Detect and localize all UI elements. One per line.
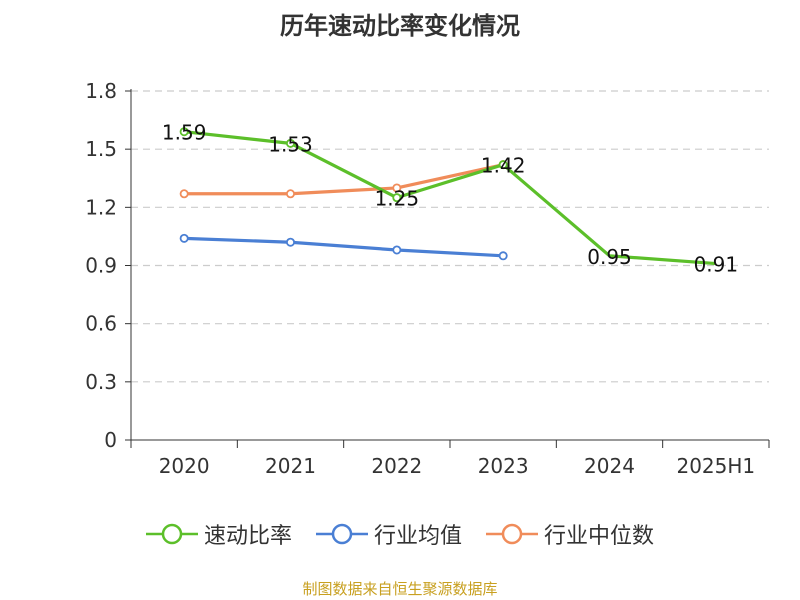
legend-line-circle-icon	[145, 523, 198, 545]
data-point	[285, 189, 295, 199]
x-tick-label: 2023	[478, 454, 529, 478]
legend-item[interactable]: 行业均值	[315, 518, 462, 550]
data-point	[498, 160, 508, 170]
legend-item[interactable]: 速动比率	[145, 518, 292, 550]
data-point	[392, 193, 402, 203]
series-line-2	[184, 163, 504, 196]
data-point	[392, 183, 402, 193]
data-label: 1.53	[268, 132, 313, 156]
y-tick-label: 0	[104, 428, 117, 452]
data-point	[285, 138, 295, 148]
y-tick-label: 1.8	[85, 79, 117, 103]
legend-line-circle-icon	[315, 523, 368, 545]
data-point	[392, 245, 402, 255]
y-tick-label: 0.3	[85, 370, 117, 394]
source-note: 制图数据来自恒生聚源数据库	[302, 580, 498, 598]
x-tick-label: 2024	[584, 454, 635, 478]
data-point	[285, 237, 295, 247]
legend: 速动比率 行业均值 行业中位数	[0, 518, 800, 550]
y-tick-label: 0.6	[85, 312, 117, 336]
data-label: 0.95	[587, 245, 632, 269]
chart-title: 历年速动比率变化情况	[280, 12, 520, 40]
x-tick-label: 2021	[265, 454, 316, 478]
x-tick-label: 2025H1	[676, 454, 755, 478]
x-tick-label: 2022	[371, 454, 422, 478]
y-tick-label: 1.2	[85, 195, 117, 219]
x-tick-label: 2020	[159, 454, 210, 478]
series-line-0	[183, 130, 716, 266]
legend-label: 行业均值	[373, 524, 462, 549]
data-label: 0.91	[694, 253, 739, 277]
legend-item[interactable]: 行业中位数	[486, 518, 654, 550]
y-tick-label: 1.5	[85, 137, 117, 161]
series-line-1	[184, 236, 504, 258]
legend-label: 行业中位数	[544, 524, 655, 549]
legend-label: 速动比率	[203, 524, 292, 549]
data-point	[179, 233, 189, 243]
data-point	[498, 251, 508, 261]
data-label: 1.59	[162, 121, 207, 145]
data-point	[179, 189, 189, 199]
y-tick-label: 0.9	[85, 254, 117, 278]
legend-line-circle-icon	[486, 523, 538, 545]
data-label: 1.42	[481, 154, 526, 178]
data-point	[179, 127, 189, 137]
data-label: 1.25	[375, 187, 420, 211]
